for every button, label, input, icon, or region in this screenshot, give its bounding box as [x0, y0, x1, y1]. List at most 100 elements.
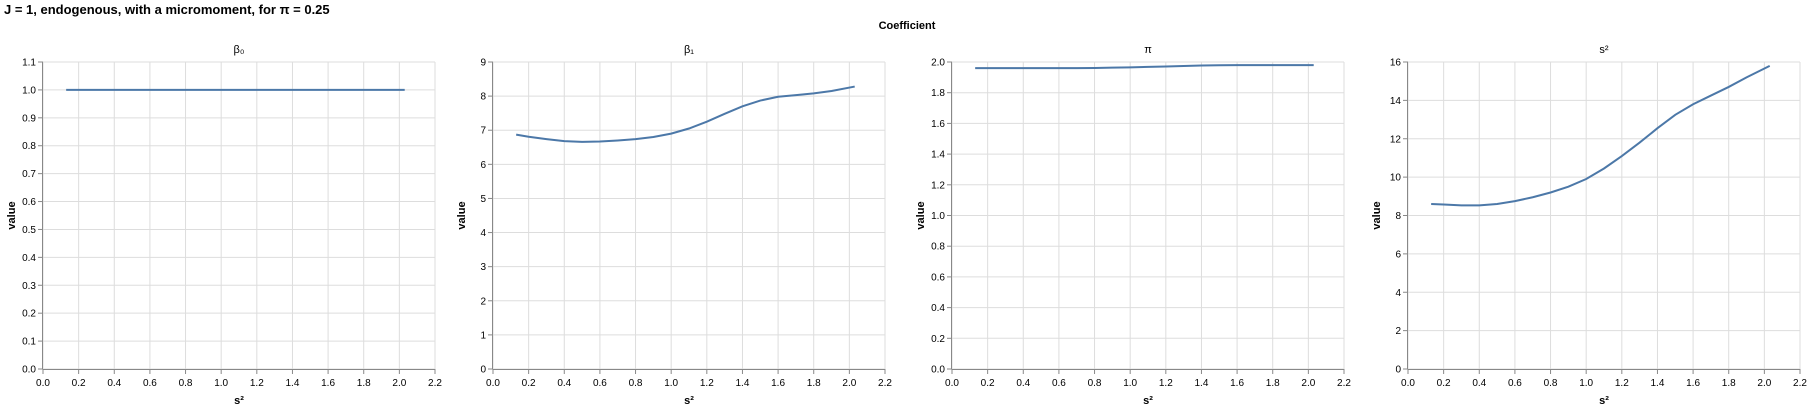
y-tick-label: 0.2 [931, 334, 945, 345]
y-tick-label: 0.0 [22, 365, 36, 376]
chart-main-title: J = 1, endogenous, with a micromoment, f… [4, 2, 330, 17]
x-tick-label: 1.2 [250, 378, 264, 389]
x-tick-label: 1.0 [214, 378, 228, 389]
y-tick-label: 0.7 [22, 169, 36, 180]
y-tick-label: 2 [1395, 326, 1401, 337]
y-tick-label: 1.0 [931, 211, 945, 222]
x-tick-label: 2.0 [1301, 378, 1315, 389]
y-tick-label: 0 [1395, 365, 1401, 376]
x-tick-label: 1.2 [700, 378, 714, 389]
y-tick-label: 12 [1390, 134, 1402, 145]
x-tick-label: 0.0 [486, 378, 500, 389]
y-tick-label: 8 [1395, 211, 1401, 222]
chart-panel-1: 0.0 0.2 0.4 0.6 0.8 1.0 1.2 1.4 1.6 1.8 2.0 2.2 0.0 0… [6, 44, 442, 407]
y-tick-label: 1.6 [931, 119, 945, 130]
x-tick-label: 1.6 [1230, 378, 1244, 389]
x-tick-label: 0.6 [143, 378, 157, 389]
x-axis-title: s² [684, 395, 694, 407]
x-tick-label: 0.0 [36, 378, 50, 389]
x-tick-label: 0.2 [1437, 378, 1451, 389]
y-tick-label: 8 [480, 92, 486, 103]
x-tick-label: 1.0 [1579, 378, 1593, 389]
y-tick-label: 0.8 [931, 242, 945, 253]
x-tick-label: 1.8 [357, 378, 371, 389]
x-tick-label: 2.2 [1793, 378, 1807, 389]
x-tick-label: 2.2 [1337, 378, 1351, 389]
x-tick-label: 2.0 [842, 378, 856, 389]
x-tick-label: 0.2 [981, 378, 995, 389]
y-tick-label: 6 [480, 160, 486, 171]
x-tick-label: 2.2 [428, 378, 442, 389]
x-axis-title: s² [234, 395, 244, 407]
y-tick-label: 0 [480, 365, 486, 376]
y-axis-title: value [915, 201, 927, 229]
series-line [975, 64, 1314, 70]
x-tick-label: 0.2 [72, 378, 86, 389]
y-tick-label: 14 [1390, 96, 1402, 107]
y-axis-title: value [1371, 201, 1383, 229]
x-tick-label: 0.8 [179, 378, 193, 389]
x-tick-label: 1.8 [1266, 378, 1280, 389]
x-tick-label: 1.4 [1195, 378, 1209, 389]
x-tick-label: 0.6 [1508, 378, 1522, 389]
y-axis-title: value [456, 201, 468, 229]
y-tick-label: 0.5 [22, 225, 36, 236]
chart-panel-3: 0.0 0.2 0.4 0.6 0.8 1.0 1.2 1.4 1.6 1.8 2.0 2.2 0.0 0… [915, 44, 1351, 407]
y-tick-label: 4 [480, 228, 486, 239]
x-tick-label: 0.4 [1472, 378, 1486, 389]
x-axis-title: s² [1143, 395, 1153, 407]
y-tick-label: 7 [480, 126, 486, 137]
x-tick-label: 1.4 [1651, 378, 1665, 389]
panel-title: s² [1599, 44, 1609, 56]
x-tick-label: 1.6 [1686, 378, 1700, 389]
y-tick-label: 16 [1390, 58, 1402, 69]
y-tick-label: 0.8 [22, 141, 36, 152]
x-tick-label: 1.0 [1123, 378, 1137, 389]
x-tick-label: 0.0 [1401, 378, 1415, 389]
y-tick-label: 1.4 [931, 150, 945, 161]
series-line [515, 85, 855, 143]
y-tick-label: 4 [1395, 288, 1401, 299]
y-tick-label: 1.8 [931, 88, 945, 99]
y-tick-label: 3 [480, 262, 486, 273]
x-tick-label: 1.8 [807, 378, 821, 389]
x-tick-label: 1.8 [1722, 378, 1736, 389]
series-line [1431, 64, 1771, 207]
y-tick-label: 10 [1390, 173, 1402, 184]
x-tick-label: 2.2 [878, 378, 892, 389]
y-tick-label: 1.0 [22, 85, 36, 96]
y-tick-label: 0.6 [931, 272, 945, 283]
x-tick-label: 0.8 [1544, 378, 1558, 389]
y-tick-label: 0.4 [931, 303, 945, 314]
x-tick-label: 0.4 [1016, 378, 1030, 389]
x-tick-label: 1.4 [286, 378, 300, 389]
y-tick-label: 5 [480, 194, 486, 205]
x-tick-label: 0.8 [1088, 378, 1102, 389]
x-tick-label: 0.8 [629, 378, 643, 389]
y-tick-label: 0.6 [22, 197, 36, 208]
y-tick-label: 0.2 [22, 309, 36, 320]
y-tick-label: 0.9 [22, 113, 36, 124]
x-tick-label: 1.0 [664, 378, 678, 389]
y-tick-label: 2.0 [931, 58, 945, 69]
y-tick-label: 6 [1395, 249, 1401, 260]
y-tick-label: 2 [480, 296, 486, 307]
chart-panel-4: 0.0 0.2 0.4 0.6 0.8 1.0 1.2 1.4 1.6 1.8 2.0 2.2 0 2 4 6… [1371, 44, 1807, 407]
y-tick-label: 1.1 [22, 58, 36, 69]
x-tick-label: 0.2 [522, 378, 536, 389]
x-tick-label: 2.0 [1757, 378, 1771, 389]
panel-title: β₁ [684, 44, 694, 56]
x-axis-title: s² [1599, 395, 1609, 407]
y-tick-label: 1 [480, 330, 486, 341]
x-tick-label: 1.4 [736, 378, 750, 389]
y-axis-title: value [6, 201, 18, 229]
x-tick-label: 0.4 [107, 378, 121, 389]
y-tick-label: 0.3 [22, 281, 36, 292]
y-tick-label: 0.4 [22, 253, 36, 264]
panel-title: β₀ [234, 44, 245, 56]
chart-panel-2: 0.0 0.2 0.4 0.6 0.8 1.0 1.2 1.4 1.6 1.8 2.0 2.2 0 1 2 3… [456, 44, 892, 407]
x-tick-label: 0.6 [593, 378, 607, 389]
y-tick-label: 1.2 [931, 180, 945, 191]
x-tick-label: 1.6 [321, 378, 335, 389]
